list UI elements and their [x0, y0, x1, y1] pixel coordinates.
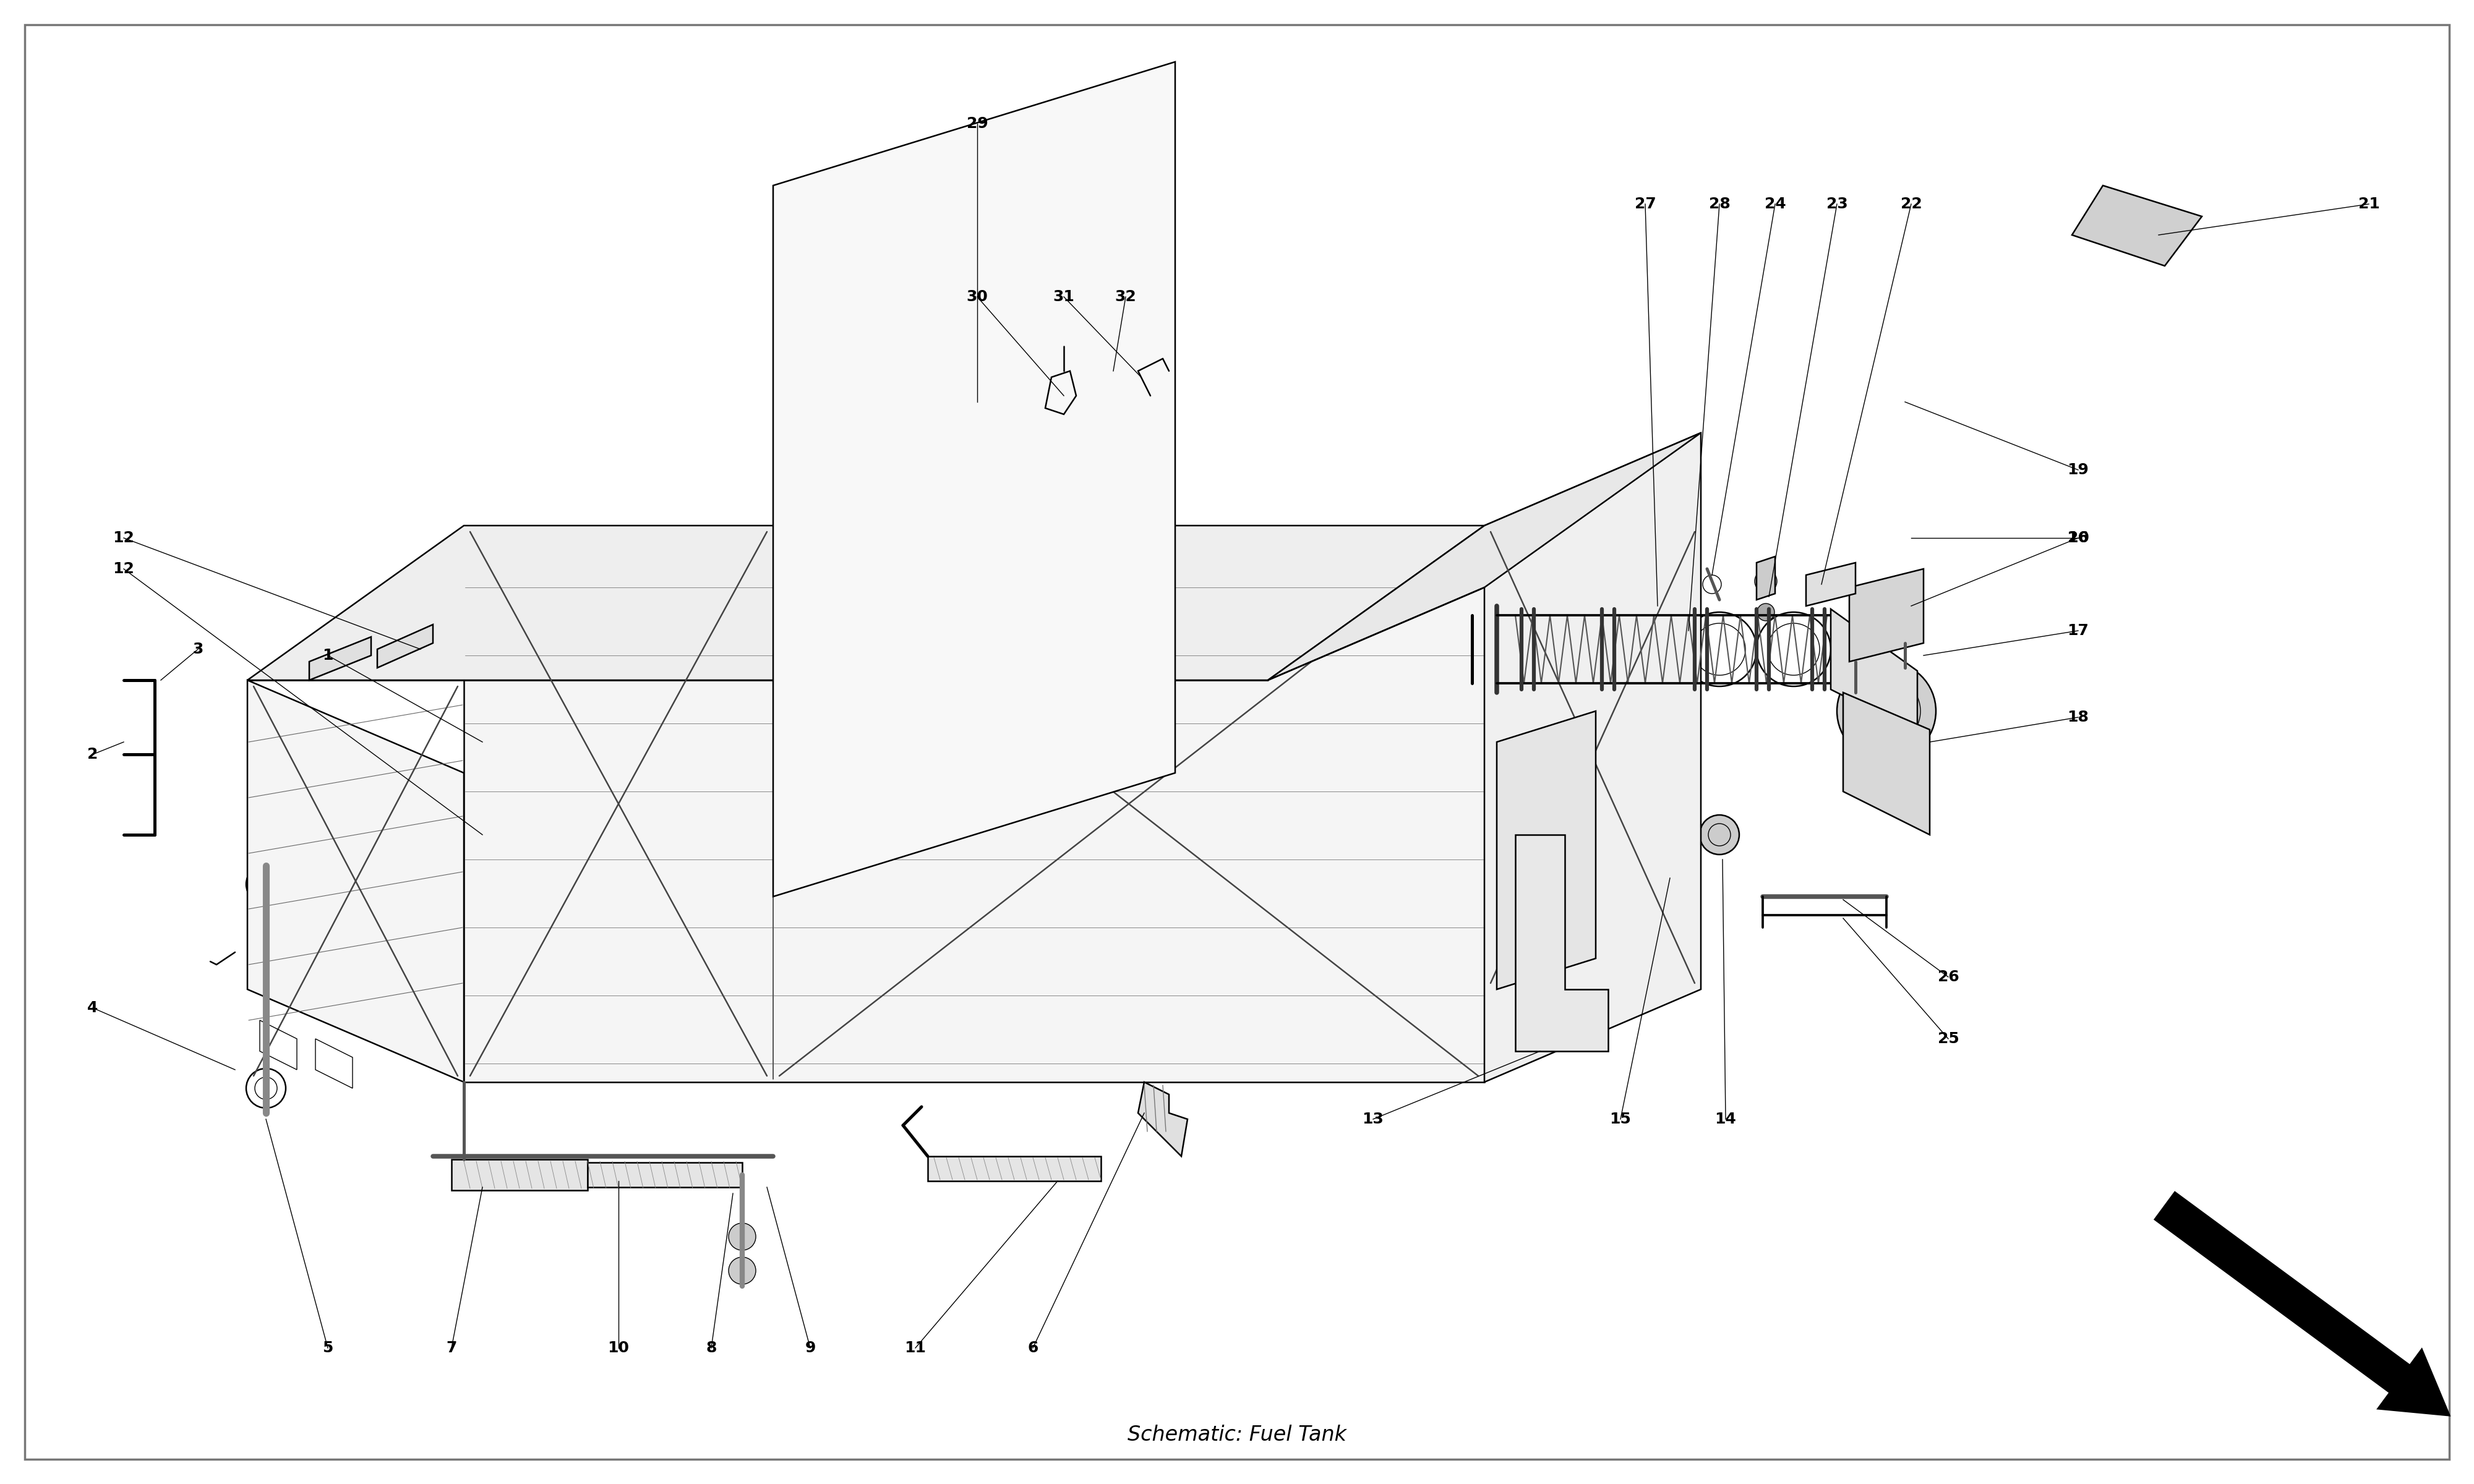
- Polygon shape: [1843, 693, 1930, 834]
- Circle shape: [1757, 604, 1774, 620]
- Text: 4: 4: [87, 1000, 99, 1015]
- Text: 22: 22: [1900, 196, 1922, 211]
- Text: 28: 28: [1710, 196, 1729, 211]
- Text: 13: 13: [1363, 1112, 1383, 1126]
- Polygon shape: [589, 1162, 742, 1187]
- Circle shape: [247, 1068, 287, 1109]
- Circle shape: [1554, 959, 1566, 971]
- Circle shape: [1098, 370, 1128, 396]
- Text: 6: 6: [1027, 1340, 1039, 1355]
- Text: 23: 23: [1826, 196, 1848, 211]
- Polygon shape: [465, 525, 1484, 1082]
- Polygon shape: [1484, 433, 1702, 1082]
- Text: 11: 11: [905, 1340, 925, 1355]
- Circle shape: [1650, 834, 1690, 873]
- Text: 8: 8: [705, 1340, 717, 1355]
- Text: 15: 15: [1611, 1112, 1630, 1126]
- Polygon shape: [928, 1156, 1101, 1181]
- Text: 16: 16: [2068, 530, 2088, 545]
- Text: 32: 32: [1116, 289, 1136, 304]
- Circle shape: [1554, 933, 1566, 947]
- Text: 10: 10: [609, 1340, 628, 1355]
- Text: 20: 20: [2068, 530, 2088, 545]
- Polygon shape: [2073, 186, 2202, 266]
- Text: 19: 19: [2068, 463, 2088, 478]
- Text: 12: 12: [114, 561, 134, 576]
- Text: 29: 29: [967, 116, 987, 131]
- Polygon shape: [1806, 562, 1856, 605]
- Text: 21: 21: [2358, 196, 2380, 211]
- Polygon shape: [247, 680, 465, 1082]
- Polygon shape: [772, 62, 1175, 896]
- Circle shape: [1106, 375, 1121, 390]
- Text: 7: 7: [445, 1340, 458, 1355]
- Circle shape: [965, 472, 990, 493]
- Polygon shape: [1757, 556, 1776, 600]
- Text: 17: 17: [2068, 623, 2088, 638]
- Polygon shape: [450, 1159, 589, 1190]
- Polygon shape: [1851, 568, 1925, 662]
- Text: 14: 14: [1714, 1112, 1737, 1126]
- FancyArrow shape: [2155, 1192, 2449, 1416]
- Text: 9: 9: [804, 1340, 816, 1355]
- Polygon shape: [1514, 834, 1608, 1051]
- Text: 24: 24: [1764, 196, 1786, 211]
- Text: 30: 30: [967, 289, 987, 304]
- Text: 3: 3: [193, 641, 203, 656]
- Text: 1: 1: [322, 649, 334, 663]
- Circle shape: [1700, 815, 1739, 855]
- Polygon shape: [1267, 433, 1702, 680]
- Polygon shape: [1831, 608, 1917, 733]
- Circle shape: [970, 519, 985, 531]
- Text: 25: 25: [1937, 1031, 1959, 1046]
- Text: 2: 2: [87, 746, 99, 761]
- Polygon shape: [1497, 711, 1596, 990]
- Text: 12: 12: [114, 530, 134, 545]
- Text: Schematic: Fuel Tank: Schematic: Fuel Tank: [1128, 1425, 1346, 1445]
- Polygon shape: [376, 625, 433, 668]
- Text: 18: 18: [2068, 709, 2088, 724]
- Circle shape: [1754, 570, 1776, 592]
- Ellipse shape: [2118, 217, 2162, 248]
- Polygon shape: [247, 525, 1484, 680]
- Text: 5: 5: [322, 1340, 334, 1355]
- Circle shape: [247, 864, 287, 904]
- Text: 26: 26: [1937, 969, 1959, 984]
- Polygon shape: [1138, 1082, 1188, 1156]
- Circle shape: [727, 1223, 757, 1250]
- Circle shape: [1836, 662, 1935, 760]
- Circle shape: [1554, 982, 1566, 996]
- Text: 27: 27: [1635, 196, 1655, 211]
- Circle shape: [727, 1257, 757, 1284]
- Polygon shape: [309, 637, 371, 680]
- Text: 31: 31: [1054, 289, 1074, 304]
